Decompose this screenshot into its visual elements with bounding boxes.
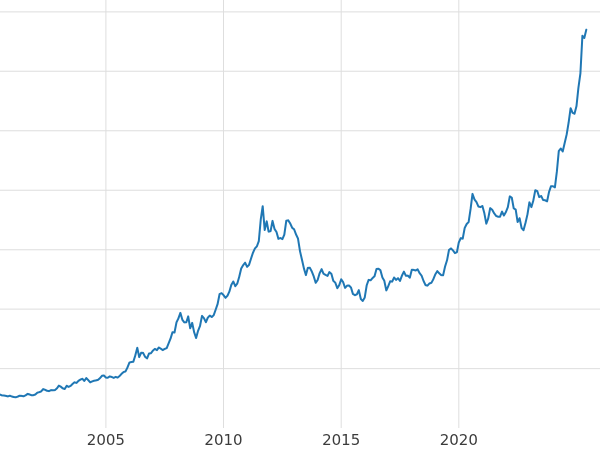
x-tick-label: 2020	[439, 431, 478, 449]
plot-area	[0, 0, 600, 428]
x-tick-label: 2015	[322, 431, 361, 449]
x-tick-label: 2010	[204, 431, 243, 449]
price-line	[0, 28, 588, 399]
x-tick-label: 2005	[86, 431, 125, 449]
